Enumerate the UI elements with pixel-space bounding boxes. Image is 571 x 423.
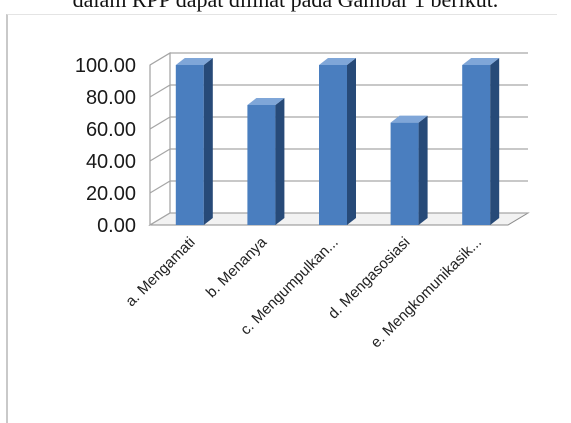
bar-front [390,122,419,225]
y-tick-label: 0.00 [97,215,136,237]
side-wall [149,52,171,226]
bar-top [175,58,213,65]
chart-frame [6,14,557,423]
y-tick-label: 80.00 [86,87,136,109]
caption-text: dalam RPP dapat dilihat pada Gambar 1 be… [0,0,571,13]
y-tick-label: 40.00 [86,151,136,173]
bar-top [390,115,428,123]
bar-top [319,58,356,65]
bar [390,115,428,225]
bar-side [490,58,500,225]
bar-front [319,65,347,225]
x-category-label: b. Menanya [203,233,271,301]
bar-front [462,65,491,225]
y-tick-label: 20.00 [86,183,136,205]
y-axis-tick-labels: 0.00 20.00 40.00 60.00 80.00 100.00 [75,55,136,237]
x-category-label: a. Mengamati [122,234,198,310]
bar-side [275,98,285,225]
y-tick-label: 100.00 [75,55,136,77]
bar-top [462,58,500,65]
bars [175,58,500,225]
bar [175,58,213,225]
bar-front [247,105,276,225]
bar-front [175,65,204,225]
bar [247,98,285,225]
bar [462,58,500,225]
bar-side [418,115,428,225]
gridline [149,52,528,66]
bar-side [203,58,213,225]
bar [319,58,356,225]
bar-side [347,58,356,225]
gridline [149,84,528,98]
bar-top [247,98,285,105]
y-tick-label: 60.00 [86,119,136,141]
